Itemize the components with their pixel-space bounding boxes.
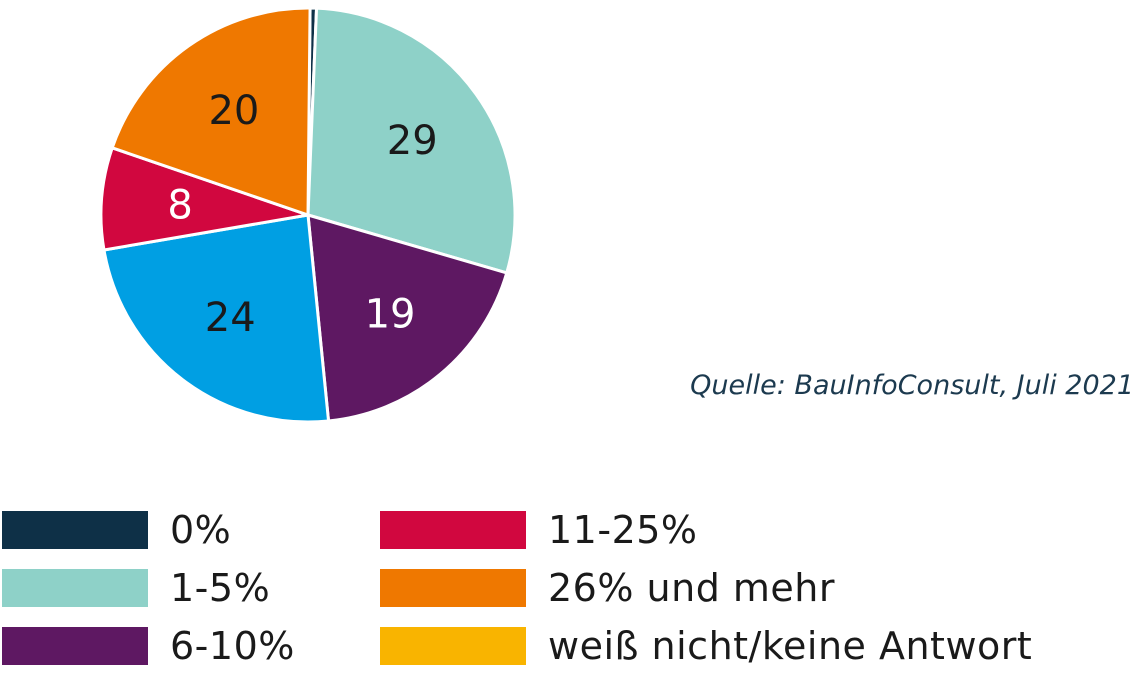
pie-slice-8 xyxy=(99,145,309,252)
source-note: Quelle: BauInfoConsult, Juli 2021 xyxy=(690,370,1134,401)
legend-swatch xyxy=(2,627,148,665)
pie-slices xyxy=(99,6,517,424)
legend-label: 26% und mehr xyxy=(548,566,836,610)
legend-swatch xyxy=(2,511,148,549)
legend-item-0-percent: 0% xyxy=(2,505,231,555)
legend-swatch xyxy=(380,627,526,665)
pie-data-label: 20 xyxy=(208,88,259,134)
pie-slice-1-5-percent xyxy=(306,6,517,275)
legend-swatch xyxy=(2,569,148,607)
pie-data-labels: 29 19 24 8 20 xyxy=(167,88,437,341)
legend-label: 1-5% xyxy=(170,566,271,610)
legend-label: weiß nicht/keine Antwort xyxy=(548,624,1033,668)
pie-data-label: 19 xyxy=(365,292,416,338)
legend-item-6-10-percent: 6-10% xyxy=(2,621,295,671)
pie-slice-6-10-percent xyxy=(306,212,509,423)
legend-item-11-25-percent: 11-25% xyxy=(380,505,698,555)
pie-data-label: 24 xyxy=(205,295,256,341)
legend-label: 0% xyxy=(170,508,232,552)
legend-label: 6-10% xyxy=(170,624,295,668)
pie-slice-24 xyxy=(102,213,331,424)
pie-chart: 29 19 24 8 20 xyxy=(99,6,517,424)
legend-swatch xyxy=(380,511,526,549)
pie-data-label: 8 xyxy=(167,183,192,229)
pie-slice-20 xyxy=(110,6,312,218)
pie-data-label: 29 xyxy=(387,118,438,164)
legend-label: 11-25% xyxy=(548,508,698,552)
legend-swatch xyxy=(380,569,526,607)
legend-item-weiss-nicht: weiß nicht/keine Antwort xyxy=(380,621,1032,671)
legend-item-26-percent-und-mehr: 26% und mehr xyxy=(380,563,835,613)
legend-item-1-5-percent: 1-5% xyxy=(2,563,270,613)
